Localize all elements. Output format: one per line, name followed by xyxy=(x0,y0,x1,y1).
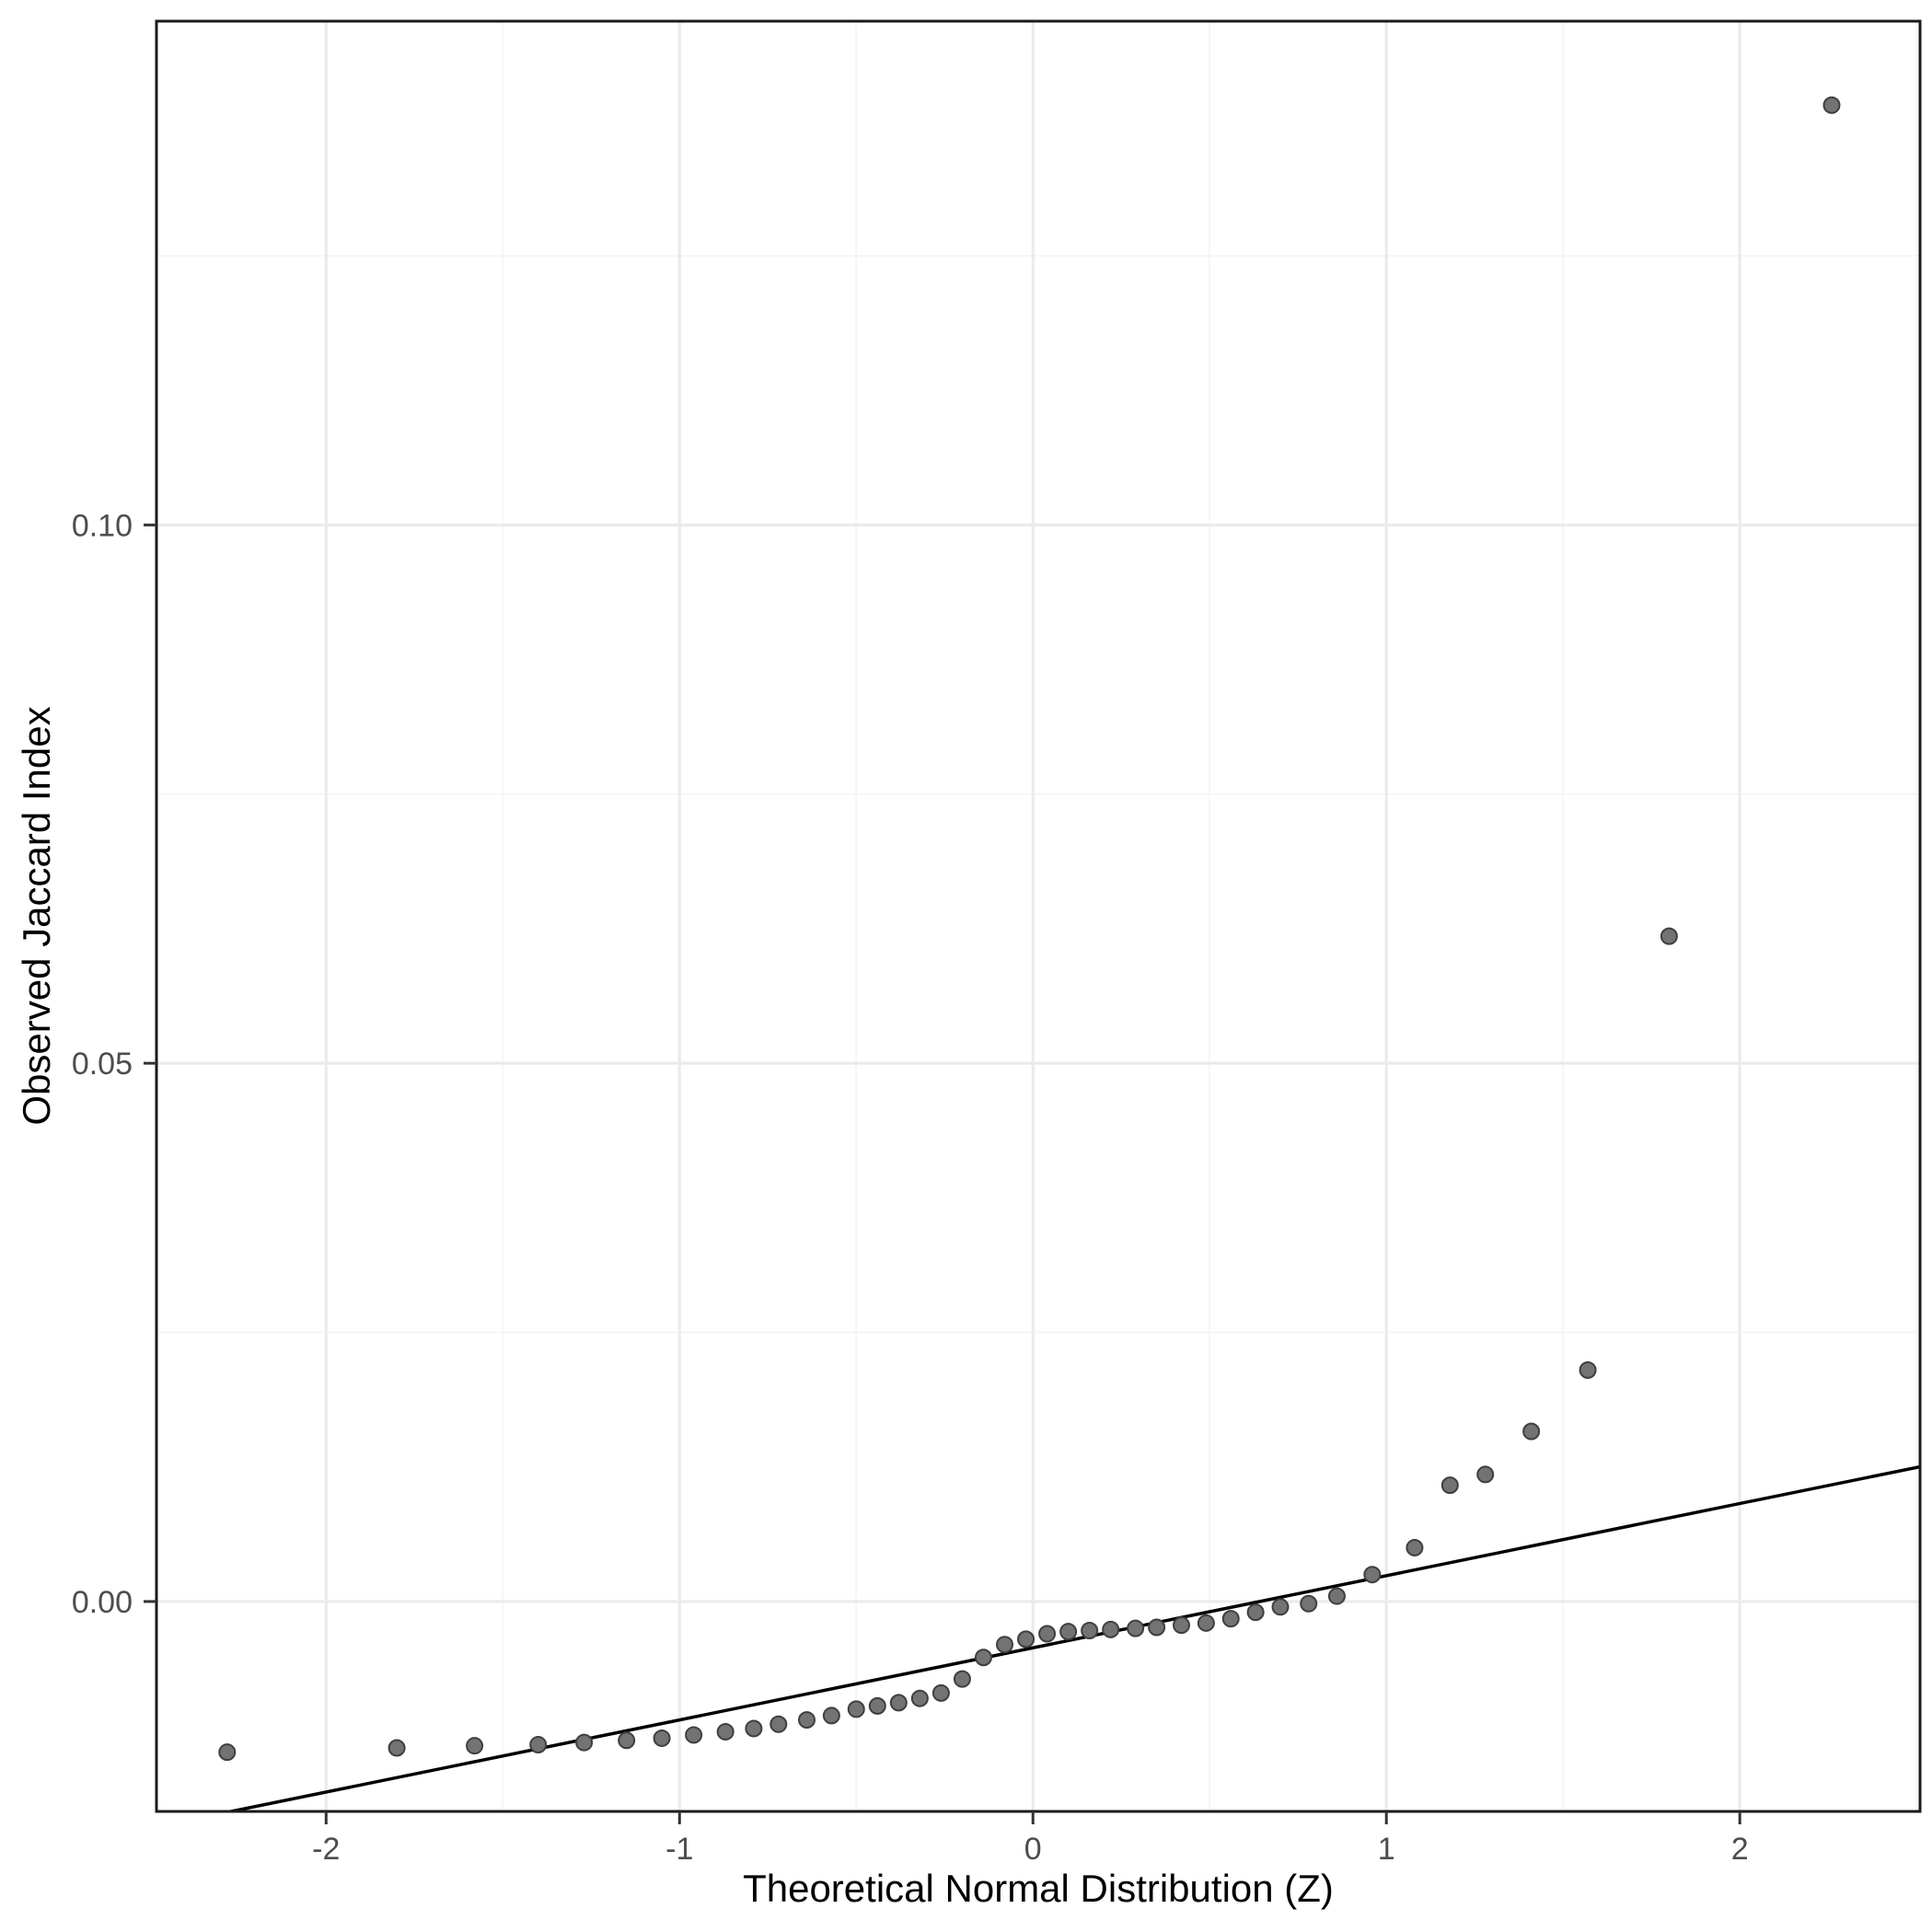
data-point xyxy=(653,1729,671,1747)
x-tick-label: -1 xyxy=(665,1832,693,1867)
data-point xyxy=(745,1719,763,1738)
panel-frame-layer xyxy=(155,19,1922,1813)
data-point xyxy=(218,1743,237,1762)
data-point xyxy=(618,1731,636,1750)
data-point xyxy=(847,1700,865,1718)
data-point xyxy=(1059,1623,1078,1641)
qq-reference-line xyxy=(223,1464,1920,1811)
data-point xyxy=(1440,1476,1459,1495)
data-point xyxy=(1173,1616,1191,1635)
data-point xyxy=(1660,927,1678,945)
data-point xyxy=(1300,1594,1318,1613)
data-point xyxy=(1476,1465,1495,1484)
data-point xyxy=(1822,96,1841,114)
data-point xyxy=(529,1735,548,1753)
y-tick-label: 0.05 xyxy=(72,1047,133,1082)
reference-line-layer xyxy=(223,1464,1920,1811)
data-point xyxy=(1017,1630,1035,1649)
data-point xyxy=(822,1706,840,1725)
data-point xyxy=(1038,1625,1057,1643)
data-point xyxy=(931,1683,950,1702)
y-axis-title: Observed Jaccard Index xyxy=(15,706,58,1125)
x-axis-title: Theoretical Normal Distribution (Z) xyxy=(743,1867,1334,1910)
data-point xyxy=(974,1649,992,1667)
data-point xyxy=(910,1689,929,1707)
data-point xyxy=(1081,1622,1099,1640)
axes-layer: -2 -1 0 1 2 0.00 0.05 0.10 xyxy=(72,508,1749,1867)
data-point xyxy=(769,1715,788,1733)
data-point xyxy=(1363,1566,1382,1584)
data-point xyxy=(1406,1538,1424,1556)
y-tick-label: 0.10 xyxy=(72,508,133,543)
data-point xyxy=(1579,1360,1597,1379)
panel-background xyxy=(156,21,1920,1811)
data-point xyxy=(798,1711,816,1730)
points-layer xyxy=(218,96,1841,1762)
data-point xyxy=(1197,1614,1215,1632)
x-tick-label: 1 xyxy=(1378,1832,1395,1867)
data-point xyxy=(716,1722,735,1741)
data-point xyxy=(575,1733,594,1752)
x-tick-label: -2 xyxy=(312,1832,340,1867)
x-tick-label: 2 xyxy=(1731,1832,1749,1867)
data-point xyxy=(466,1737,484,1755)
data-point xyxy=(1327,1587,1346,1605)
data-point xyxy=(1522,1422,1541,1440)
data-point xyxy=(953,1670,971,1688)
data-point xyxy=(868,1696,886,1715)
data-point xyxy=(996,1636,1014,1654)
panel-border xyxy=(155,19,1922,1813)
data-point xyxy=(1148,1618,1166,1637)
gridlines-layer xyxy=(156,21,1920,1811)
y-tick-label: 0.00 xyxy=(72,1585,133,1620)
data-point xyxy=(889,1694,908,1712)
data-point xyxy=(1221,1610,1240,1628)
data-point xyxy=(685,1726,703,1744)
data-point xyxy=(1271,1598,1290,1616)
x-tick-label: 0 xyxy=(1024,1832,1042,1867)
data-point xyxy=(1127,1619,1145,1637)
data-point xyxy=(1246,1603,1265,1622)
data-point xyxy=(1102,1620,1120,1638)
data-point xyxy=(388,1739,406,1757)
